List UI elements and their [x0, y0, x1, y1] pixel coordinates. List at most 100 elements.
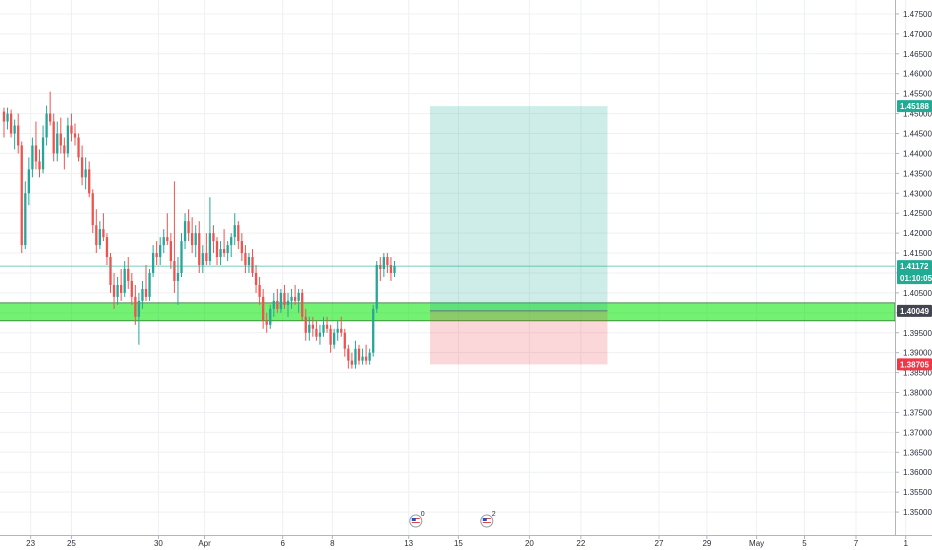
candle-body [329, 328, 332, 345]
candle-body [112, 284, 116, 297]
candle [176, 257, 180, 305]
candle-body [187, 221, 190, 234]
candle-body [208, 233, 212, 262]
candle [215, 237, 219, 266]
candle-body [173, 261, 176, 281]
candle-body [286, 300, 290, 305]
candle [84, 157, 87, 190]
candle [159, 237, 162, 266]
candle-body [151, 253, 155, 273]
economic-event-marker[interactable]: 2 [480, 511, 496, 528]
price-tag-label: 1.38705 [900, 360, 929, 369]
candle [354, 340, 357, 369]
candle [304, 308, 307, 341]
profit-zone[interactable] [430, 106, 608, 311]
candle [290, 288, 293, 309]
candle-body [123, 268, 126, 293]
candle-body [357, 348, 361, 361]
candle [31, 137, 34, 178]
x-tick-label: 23 [26, 539, 35, 548]
candle [105, 233, 109, 266]
y-tick-label: 1.44500 [903, 130, 932, 139]
candle [361, 348, 364, 365]
candle [301, 288, 304, 321]
candle [187, 209, 190, 242]
candle [251, 249, 254, 277]
candle-body [180, 241, 183, 273]
candle-body [24, 193, 27, 246]
candle [169, 233, 172, 269]
candle [98, 221, 101, 250]
y-tick-label: 1.44000 [903, 149, 932, 158]
candle-body [343, 332, 346, 349]
flag-stripe [411, 524, 420, 525]
candle [357, 344, 361, 365]
candle-body [393, 266, 396, 273]
candle [311, 316, 314, 337]
price-tag-label: 1.41172 [900, 262, 929, 271]
candle-body [283, 292, 286, 305]
y-tick-label: 1.46500 [903, 50, 932, 59]
long-position-tool[interactable] [430, 106, 608, 365]
candle [372, 304, 375, 357]
candle-body [159, 245, 162, 258]
candle-body [49, 113, 52, 122]
candle [379, 257, 382, 281]
candle [340, 316, 343, 337]
y-tick-label: 1.45000 [903, 110, 932, 119]
x-tick-label: 30 [154, 539, 163, 548]
candle-body [6, 113, 9, 122]
candle [262, 288, 265, 329]
candle-body [322, 324, 325, 333]
candle-body [13, 125, 16, 134]
time-axis[interactable]: 23 25 30 Apr 6 8 13 15 20 22 27 29 May 5 7 1 [26, 535, 908, 548]
candle-body [66, 125, 70, 154]
candle [333, 328, 336, 349]
candle-body [304, 316, 307, 333]
candle-body [258, 284, 261, 297]
y-tick-label: 1.43000 [903, 189, 932, 198]
candle [230, 233, 233, 258]
candle-body [27, 169, 30, 194]
y-tick-label: 1.37500 [903, 408, 932, 417]
loss-zone[interactable] [430, 310, 608, 365]
candle [80, 145, 84, 186]
candle-body [315, 328, 318, 337]
candle [219, 241, 222, 266]
price-axis[interactable]: 1.35000 1.35500 1.36000 1.36500 1.37000 1.375… [895, 10, 932, 517]
candle [350, 352, 354, 369]
y-tick-label: 1.36500 [903, 448, 932, 457]
x-tick-label: 25 [67, 539, 76, 548]
candle-body [59, 133, 62, 146]
candle-body [293, 296, 297, 301]
candle [162, 229, 165, 254]
candle [155, 241, 158, 266]
candle-body [176, 272, 180, 281]
candle-body [80, 157, 84, 178]
candle-body [120, 284, 123, 293]
candle [56, 121, 59, 162]
candle-body [347, 348, 350, 361]
candle-body [233, 225, 236, 238]
economic-event-marker[interactable]: 0 [409, 511, 425, 528]
candle [41, 125, 45, 174]
candle-body [279, 292, 283, 309]
x-tick-label: 29 [702, 539, 711, 548]
candle-body [183, 221, 187, 242]
candle-body [340, 328, 343, 333]
y-tick-label: 1.39000 [903, 349, 932, 358]
candle [20, 141, 23, 254]
y-tick-label: 1.35000 [903, 508, 932, 517]
candle-body [244, 253, 247, 266]
candle [34, 121, 38, 170]
candle [368, 348, 371, 365]
candle [389, 257, 393, 281]
price-tag-label: 1.45188 [900, 102, 929, 111]
candle-body [17, 125, 20, 146]
x-tick-label: 8 [330, 539, 335, 548]
candle [63, 137, 66, 170]
candle [240, 233, 243, 262]
price-tag-bg [897, 358, 932, 371]
